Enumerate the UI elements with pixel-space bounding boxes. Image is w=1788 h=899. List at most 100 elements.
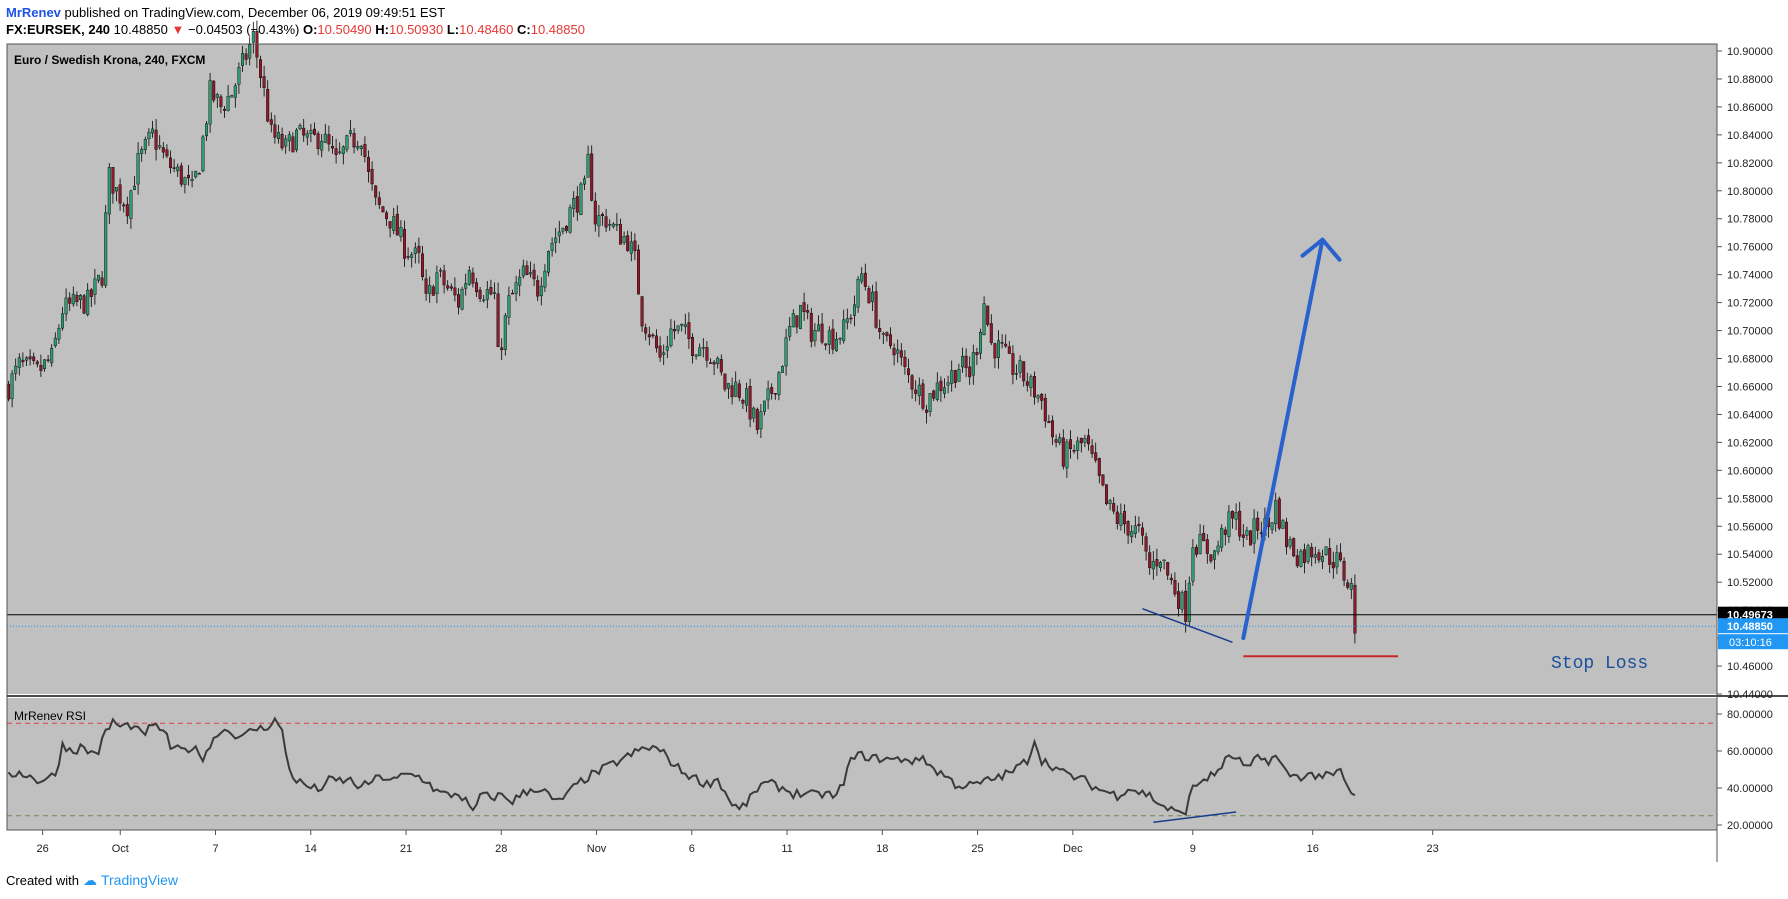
price-tick-label: 10.86000 — [1727, 102, 1773, 114]
rsi-indicator — [7, 716, 1717, 823]
candle-down — [673, 328, 677, 332]
candle-down — [273, 124, 277, 138]
close-label: C: — [517, 22, 531, 37]
candle-down — [457, 294, 461, 308]
candle-down — [1148, 552, 1152, 569]
candle-up — [359, 145, 363, 149]
candle-up — [766, 388, 770, 401]
author-link[interactable]: MrRenev — [6, 5, 61, 20]
candle-down — [32, 356, 36, 361]
candle-down — [802, 302, 806, 312]
candle-up — [147, 131, 151, 140]
candle-up — [1058, 437, 1062, 443]
candle-up — [1015, 373, 1019, 375]
last-price: 10.48850 — [113, 22, 168, 37]
candle-down — [849, 317, 853, 320]
candle-up — [928, 393, 932, 412]
last-price-badge-text: 10.48850 — [1727, 621, 1773, 633]
candle-up — [979, 331, 983, 354]
price-tick-label: 10.80000 — [1727, 186, 1773, 198]
candle-up — [662, 352, 666, 355]
candle-down — [989, 323, 993, 344]
candle-up — [611, 223, 615, 227]
rsi-tick-label: 80.00000 — [1727, 709, 1773, 721]
candle-up — [1281, 520, 1285, 529]
price-tick-label: 10.72000 — [1727, 298, 1773, 310]
candle-down — [352, 133, 356, 148]
candle-up — [579, 183, 583, 215]
candle-up — [86, 289, 90, 315]
candle-down — [1086, 435, 1090, 445]
candle-up — [572, 198, 576, 209]
candle-up — [982, 303, 986, 335]
up-arrow-head — [1300, 237, 1342, 262]
time-tick-label: Oct — [112, 843, 129, 855]
time-tick-label: 23 — [1427, 843, 1439, 855]
candle-down — [179, 165, 183, 185]
candle-down — [1205, 539, 1209, 554]
candle-up — [583, 178, 587, 185]
candle-up — [277, 132, 281, 139]
candle-down — [575, 196, 579, 213]
candle-up — [392, 216, 396, 231]
candle-down — [122, 204, 126, 207]
candle-down — [453, 287, 457, 296]
candle-down — [291, 136, 295, 153]
candle-up — [1119, 513, 1123, 526]
candle-down — [165, 149, 169, 157]
candle-down — [1054, 439, 1058, 443]
candle-up — [295, 129, 299, 151]
candle-down — [914, 389, 918, 394]
candle-up — [521, 265, 525, 277]
candle-up — [25, 357, 29, 361]
candle-down — [370, 168, 374, 185]
candle-up — [93, 278, 97, 295]
candles — [6, 20, 1357, 644]
candle-up — [482, 299, 486, 302]
candle-down — [1353, 584, 1357, 634]
candle-down — [478, 289, 482, 299]
candle-down — [363, 144, 367, 157]
candle-up — [17, 357, 21, 368]
candle-up — [539, 285, 543, 297]
candle-down — [327, 134, 331, 145]
candle-up — [935, 382, 939, 400]
candle-down — [1007, 346, 1011, 354]
candle-down — [154, 129, 158, 150]
candle-up — [1162, 559, 1166, 562]
tradingview-brand-link[interactable]: TradingView — [100, 872, 179, 888]
price-tick-label: 10.70000 — [1727, 326, 1773, 338]
candle-up — [554, 237, 558, 243]
rsi-tick-label: 60.00000 — [1727, 746, 1773, 758]
candle-down — [1104, 484, 1108, 505]
candle-down — [601, 213, 605, 216]
candle-up — [485, 289, 489, 300]
candle-up — [1349, 583, 1353, 590]
candle-down — [867, 288, 871, 304]
candle-down — [280, 133, 284, 149]
price-tick-label: 10.58000 — [1727, 493, 1773, 505]
candle-up — [96, 274, 100, 281]
candle-up — [71, 294, 75, 305]
price-tick-label: 10.66000 — [1727, 381, 1773, 393]
candle-down — [68, 297, 72, 304]
candle-down — [773, 393, 777, 395]
candle-up — [1234, 512, 1238, 520]
candle-down — [1004, 343, 1008, 347]
candle-down — [21, 359, 25, 363]
candle-up — [543, 270, 547, 288]
candle-down — [1122, 511, 1126, 525]
candle-down — [1284, 521, 1288, 548]
last-price-badge — [1718, 618, 1788, 634]
candle-down — [863, 272, 867, 287]
candle-down — [755, 409, 759, 430]
candle-down — [1230, 511, 1234, 519]
candle-down — [1144, 536, 1148, 552]
candle-up — [917, 384, 921, 397]
candle-up — [957, 369, 961, 382]
candle-up — [240, 53, 244, 66]
candle-up — [518, 276, 522, 286]
candle-up — [439, 269, 443, 272]
candle-up — [1018, 360, 1022, 373]
